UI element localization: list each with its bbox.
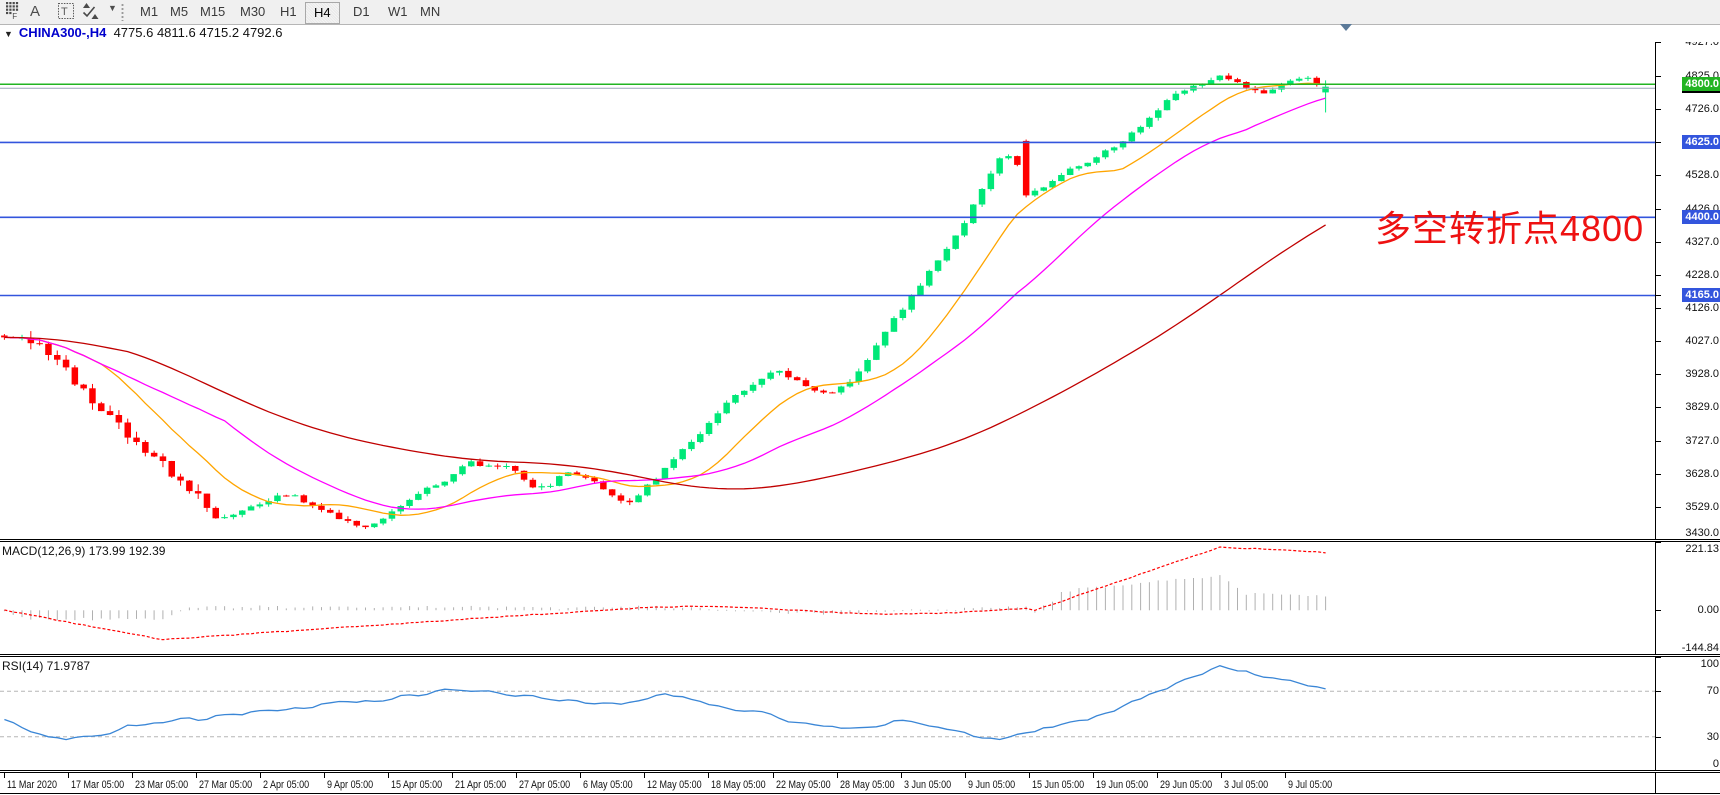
svg-text:T: T: [61, 6, 68, 18]
svg-text:F: F: [12, 12, 17, 20]
